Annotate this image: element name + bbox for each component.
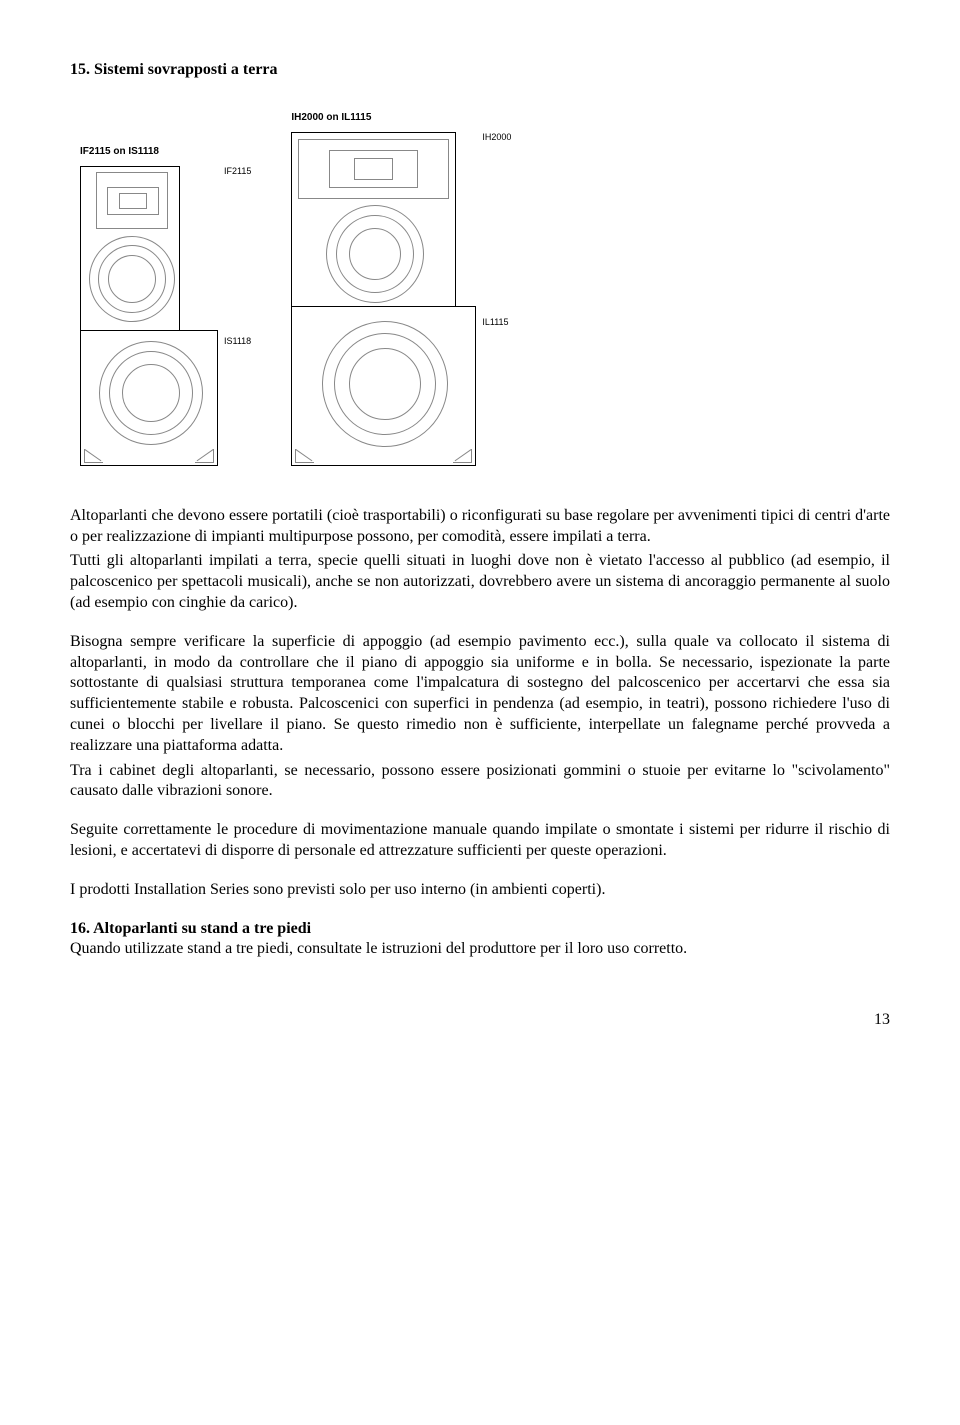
section-16-title: Altoparlanti su stand a tre piedi [93,920,311,937]
section-16-text: Quando utilizzate stand a tre piedi, con… [70,940,687,957]
cabinet-is1118 [80,330,218,466]
cabinet-ih2000 [291,132,456,307]
paragraph-5: Seguite correttamente le procedure di mo… [70,820,890,862]
speaker-stacking-diagram: IF2115 on IS1118 IF2115 IS1118 IH2000 on… [80,111,890,466]
paragraph-1: Altoparlanti che devono essere portatili… [70,506,890,548]
label-is1118: IS1118 [224,336,251,348]
label-ih2000: IH2000 [482,132,511,142]
paragraph-3: Bisogna sempre verificare la superficie … [70,632,890,757]
paragraph-6: I prodotti Installation Series sono prev… [70,880,890,901]
section-15-title: Sistemi sovrapposti a terra [94,61,278,78]
paragraph-2: Tutti gli altoparlanti impilati a terra,… [70,551,890,613]
label-if2115: IF2115 [224,166,251,176]
section-16-number: 16. [70,920,90,937]
cabinet-if2115 [80,166,180,331]
stack-2-title: IH2000 on IL1115 [291,111,511,124]
section-15-heading: 15. Sistemi sovrapposti a terra [70,60,890,81]
label-il1115: IL1115 [482,317,511,329]
section-16: 16. Altoparlanti su stand a tre piedi Qu… [70,919,890,961]
section-15-number: 15. [70,61,90,78]
stack-1-title: IF2115 on IS1118 [80,145,251,158]
paragraph-4: Tra i cabinet degli altoparlanti, se nec… [70,761,890,803]
cabinet-il1115 [291,306,476,466]
page-number: 13 [70,1010,890,1031]
stack-2: IH2000 on IL1115 IH2000 IL1115 [291,111,511,466]
stack-1: IF2115 on IS1118 IF2115 IS1118 [80,145,251,466]
